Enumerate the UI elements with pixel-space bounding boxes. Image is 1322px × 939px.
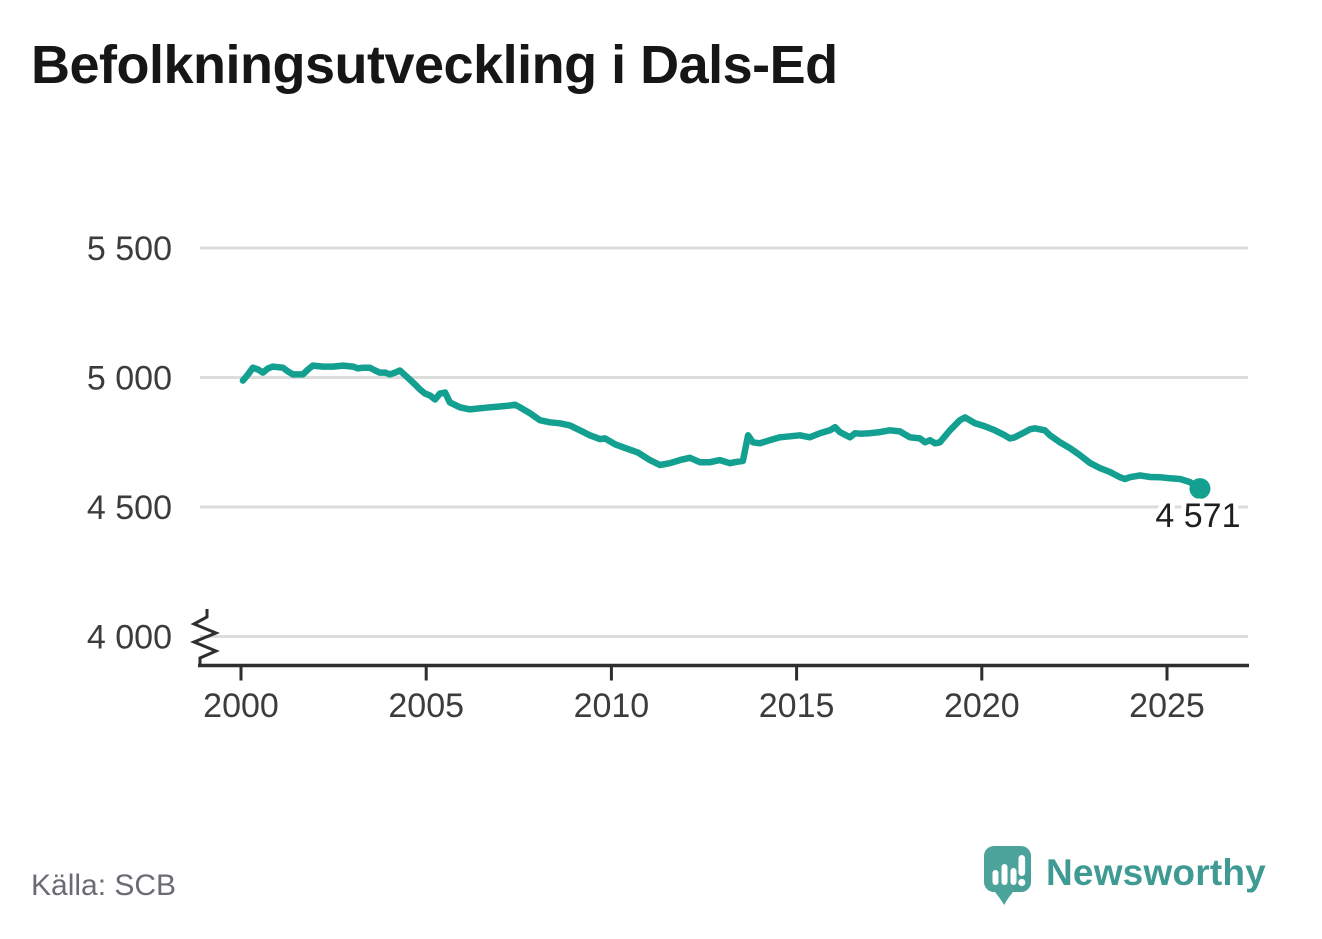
logo-bar xyxy=(1010,868,1017,885)
exclamation-dot xyxy=(1018,878,1026,887)
logo-bar xyxy=(1018,855,1026,876)
newsworthy-logo-text: Newsworthy xyxy=(1046,851,1266,893)
x-tick-label: 2010 xyxy=(574,687,650,725)
newsworthy-logo: Newsworthy xyxy=(981,843,1266,909)
y-tick-label: 4 000 xyxy=(87,619,172,657)
last-point-dot xyxy=(1189,478,1211,500)
y-tick-label: 4 500 xyxy=(87,489,172,527)
y-tick-label: 5 000 xyxy=(87,360,172,398)
newsworthy-logo-mark-icon xyxy=(984,846,1031,905)
speech-bubble-shade xyxy=(1010,864,1031,892)
bar-chart-exclamation-icon xyxy=(992,855,1026,887)
population-line xyxy=(239,362,1204,492)
x-tick-label: 2015 xyxy=(759,687,835,725)
logo-bar xyxy=(1001,864,1008,885)
x-tick-label: 2005 xyxy=(388,687,464,725)
page-title: Befolkningsutveckling i Dals-Ed xyxy=(31,35,838,95)
x-tick-label: 2020 xyxy=(944,687,1020,725)
source-note: Källa: SCB xyxy=(31,869,177,902)
logo-bar xyxy=(992,870,999,885)
y-tick-label: 5 500 xyxy=(87,230,172,268)
x-tick-label: 2025 xyxy=(1129,687,1205,725)
x-tick-label: 2000 xyxy=(203,687,279,725)
axis-break-icon xyxy=(190,609,220,665)
last-value-label: 4 571 xyxy=(1155,497,1240,535)
